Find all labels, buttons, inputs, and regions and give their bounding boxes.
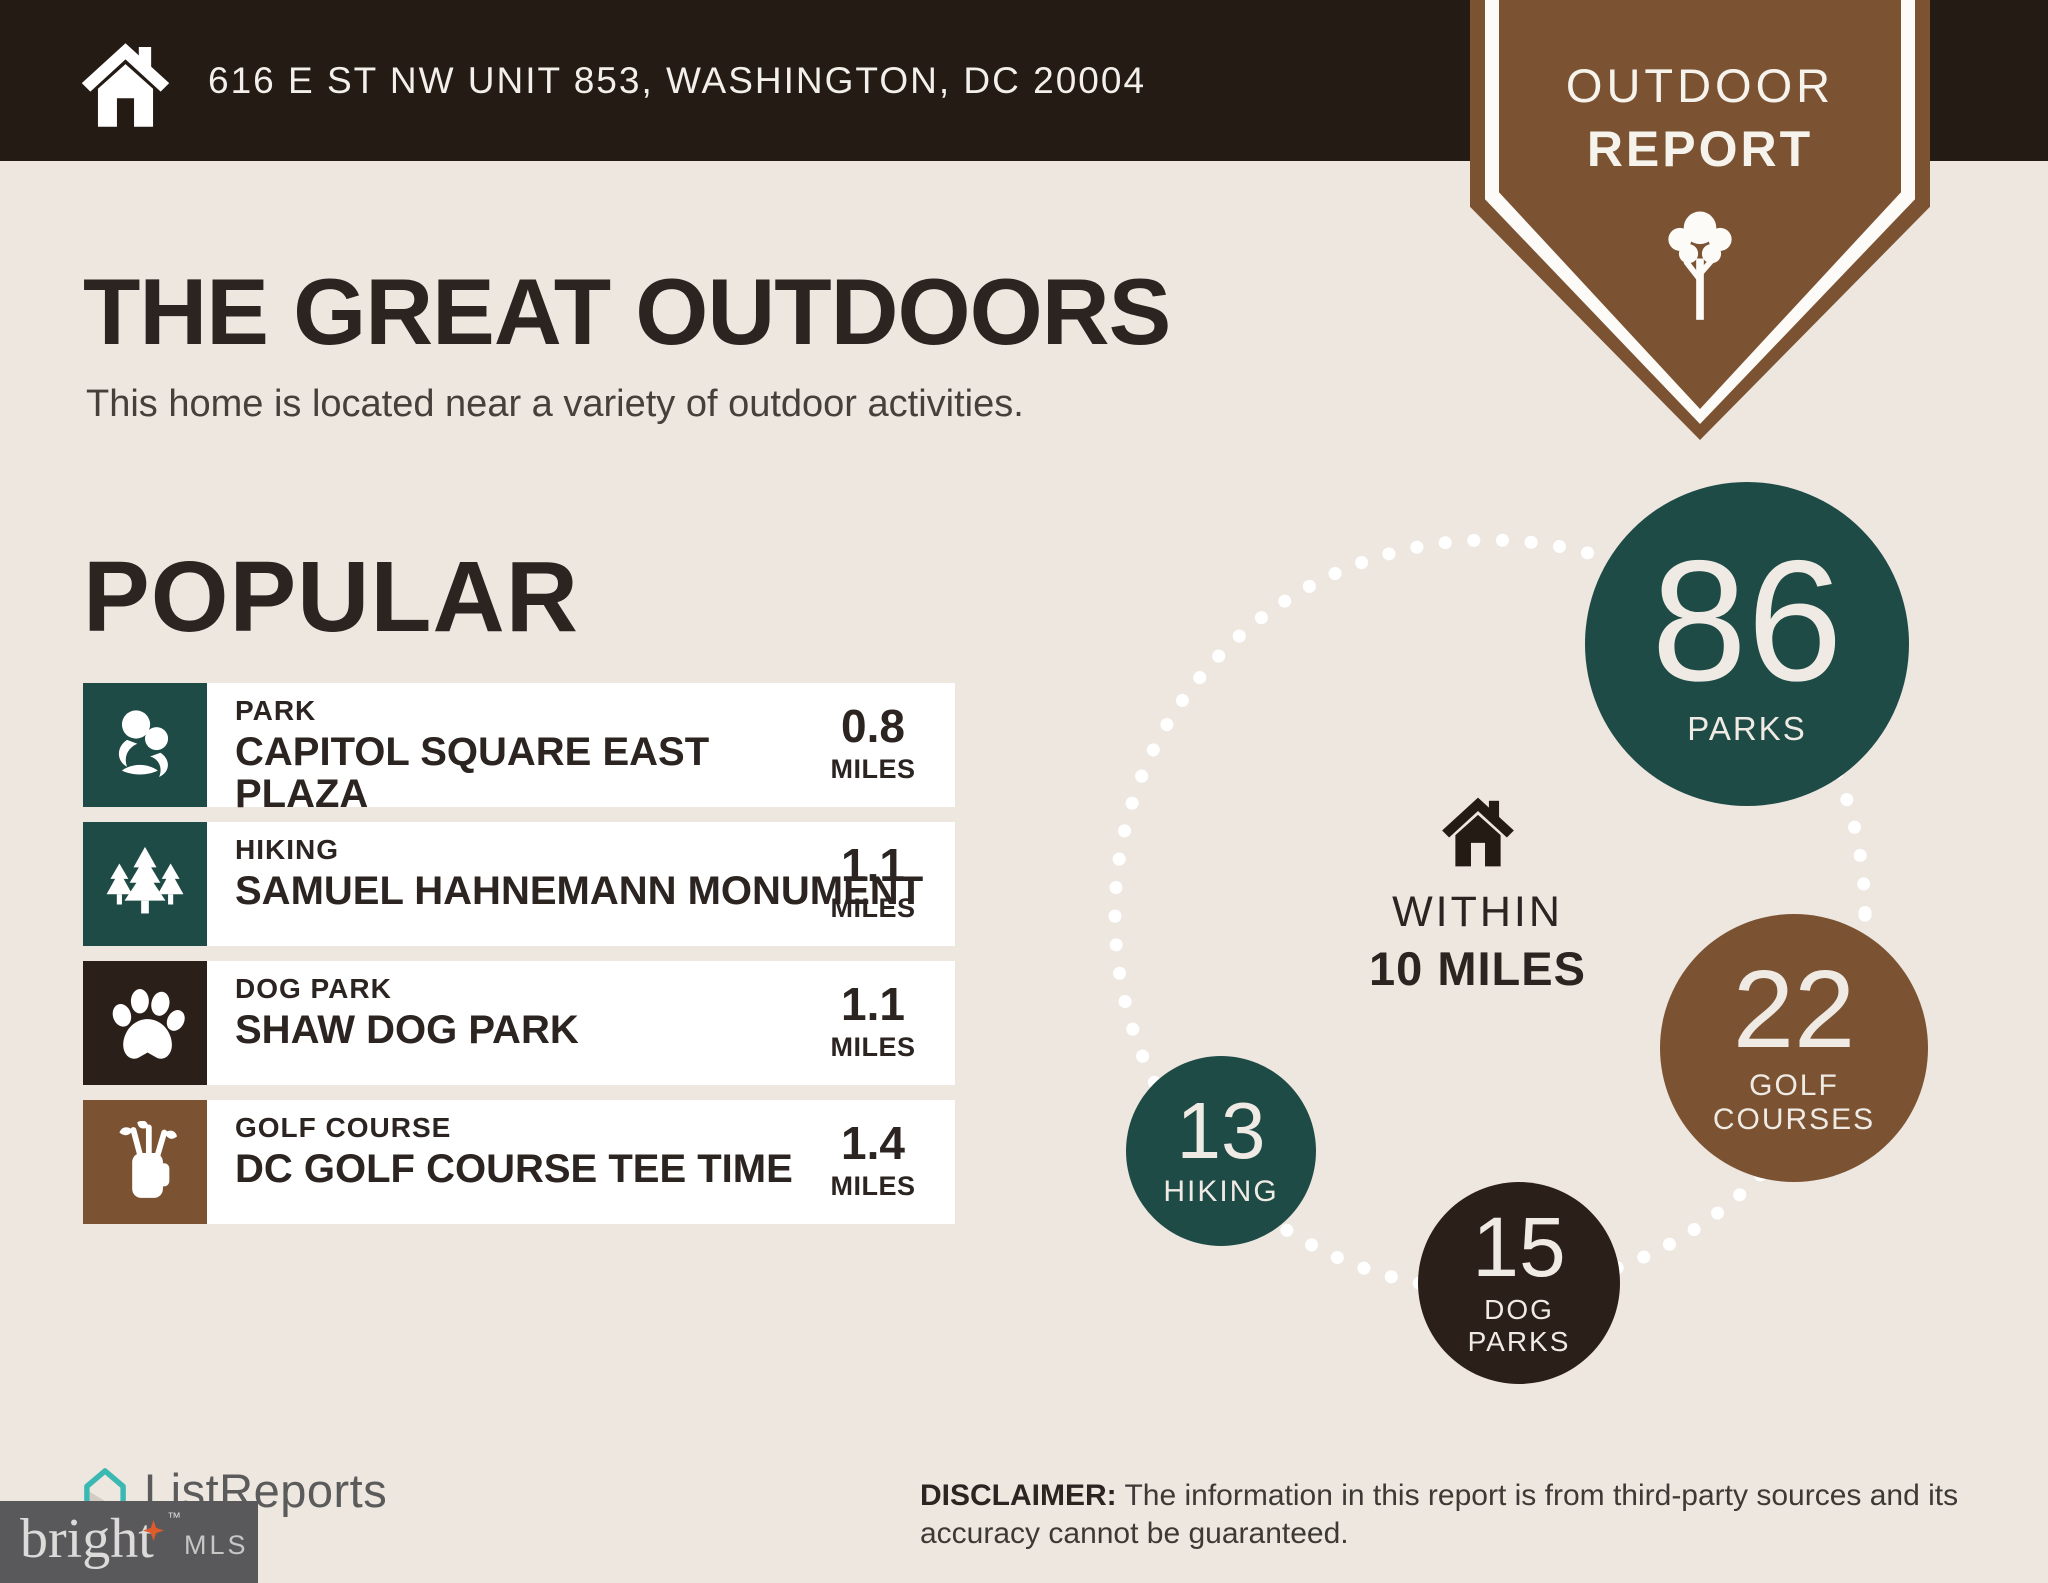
stat-bubble-parks: 86 PARKS bbox=[1585, 482, 1909, 806]
item-distance: 1.1 MILES bbox=[813, 981, 933, 1063]
outdoor-report-badge: OUTDOOR REPORT bbox=[1470, 0, 1930, 440]
property-address: 616 E ST NW UNIT 853, WASHINGTON, DC 200… bbox=[208, 59, 1147, 101]
distance-unit: MILES bbox=[830, 754, 916, 784]
item-distance: 0.8 MILES bbox=[813, 703, 933, 785]
list-item-golf: GOLF COURSE DC GOLF COURSE TEE TIME 1.4 … bbox=[83, 1100, 955, 1224]
pine-trees-icon bbox=[83, 822, 207, 946]
badge-title-line1: OUTDOOR bbox=[1565, 59, 1835, 112]
page-subtitle: This home is located near a variety of o… bbox=[86, 383, 1024, 425]
radius-dotted-ring bbox=[1108, 533, 1872, 1297]
item-distance: 1.1 MILES bbox=[813, 842, 933, 924]
bright-mls-logo: bright ™ MLS bbox=[0, 1501, 258, 1583]
distance-unit: MILES bbox=[830, 1032, 916, 1062]
badge-title-line2: REPORT bbox=[1586, 121, 1814, 177]
distance-value: 1.1 bbox=[841, 978, 905, 1030]
disclaimer-label: DISCLAIMER: bbox=[920, 1479, 1117, 1512]
section-heading: POPULAR bbox=[83, 541, 579, 653]
disclaimer: DISCLAIMER: The information in this repo… bbox=[920, 1477, 2020, 1552]
mls-wordmark: MLS bbox=[184, 1530, 249, 1560]
within-label: WITHIN bbox=[1392, 888, 1563, 936]
item-name: CAPITOL SQUARE EAST PLAZA bbox=[235, 730, 710, 816]
stat-bubble-golf-courses: 22 GOLF COURSES bbox=[1660, 914, 1928, 1182]
stat-label: GOLF COURSES bbox=[1712, 1068, 1876, 1137]
stat-value: 22 bbox=[1732, 948, 1856, 1072]
disclaimer-text: The information in this report is from t… bbox=[920, 1479, 1959, 1550]
item-distance: 1.4 MILES bbox=[813, 1120, 933, 1202]
item-name: SAMUEL HAHNEMANN MONUMENT bbox=[235, 869, 924, 913]
distance-value: 0.8 bbox=[841, 700, 905, 752]
distance-value: 1.1 bbox=[841, 839, 905, 891]
list-item-hiking: HIKING SAMUEL HAHNEMANN MONUMENT 1.1 MIL… bbox=[83, 822, 955, 946]
radius-center-label: WITHIN 10 MILES bbox=[1320, 795, 1635, 996]
stat-value: 15 bbox=[1472, 1199, 1566, 1294]
home-icon bbox=[1441, 797, 1514, 867]
item-name: SHAW DOG PARK bbox=[235, 1008, 579, 1052]
sparkle-star-icon bbox=[143, 1520, 164, 1541]
distance-unit: MILES bbox=[830, 1171, 916, 1201]
item-category: PARK bbox=[235, 695, 317, 726]
trademark-symbol: ™ bbox=[167, 1509, 181, 1525]
item-name: DC GOLF COURSE TEE TIME bbox=[235, 1147, 793, 1191]
distance-unit: MILES bbox=[830, 893, 916, 923]
stat-label: DOG PARKS bbox=[1467, 1293, 1571, 1357]
within-distance: 10 MILES bbox=[1369, 942, 1586, 995]
item-category: HIKING bbox=[235, 834, 339, 865]
golf-bag-icon bbox=[83, 1100, 207, 1224]
home-icon bbox=[81, 43, 170, 127]
paw-icon bbox=[83, 961, 207, 1085]
item-category: GOLF COURSE bbox=[235, 1112, 452, 1143]
list-item-dog-park: DOG PARK SHAW DOG PARK 1.1 MILES bbox=[83, 961, 955, 1085]
tree-icon bbox=[1668, 211, 1732, 320]
stat-bubble-hiking: 13 HIKING bbox=[1126, 1056, 1316, 1246]
stat-value: 13 bbox=[1176, 1085, 1266, 1175]
park-trees-icon bbox=[83, 683, 207, 807]
stat-label: PARKS bbox=[1687, 709, 1807, 747]
item-category: DOG PARK bbox=[235, 973, 392, 1004]
stat-label: HIKING bbox=[1163, 1174, 1279, 1208]
bright-wordmark: bright bbox=[20, 1508, 154, 1570]
distance-value: 1.4 bbox=[841, 1117, 905, 1169]
list-item-park: PARK CAPITOL SQUARE EAST PLAZA 0.8 MILES bbox=[83, 683, 955, 814]
page-title: THE GREAT OUTDOORS bbox=[83, 259, 1171, 364]
stat-bubble-dog-parks: 15 DOG PARKS bbox=[1418, 1182, 1620, 1384]
stat-value: 86 bbox=[1651, 525, 1843, 718]
